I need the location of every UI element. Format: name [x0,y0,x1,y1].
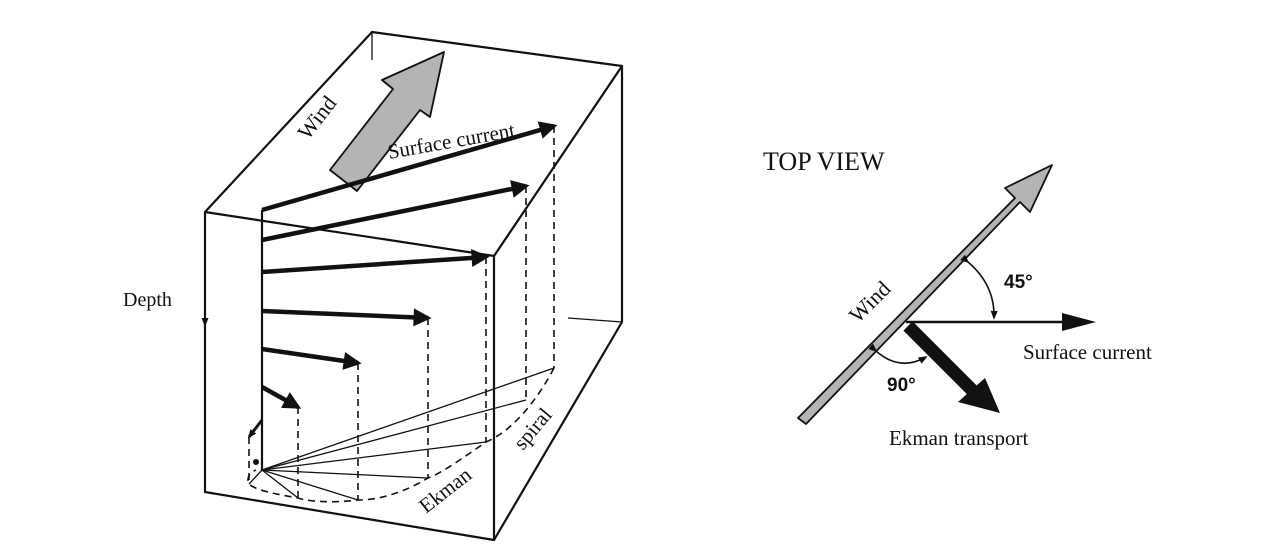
ocean-block [203,30,624,542]
vector-surface [261,121,558,213]
angle-arc-90 [868,343,928,364]
top-surface-current-label: Surface current [1023,340,1152,364]
block-left-face [203,212,496,542]
angle-45-label: 45° [1004,272,1033,293]
top-wind-arrow [797,164,1053,425]
angle-90-label: 90° [887,375,916,396]
top-view-title: TOP VIEW [763,147,885,176]
block-wind-arrow [329,51,445,192]
block-wind-label: Wind [292,91,341,144]
current-vectors [247,121,558,439]
vector-depth-6 [247,419,264,439]
top-wind-label: Wind [844,276,896,328]
vector-depth-2 [261,248,490,275]
angle-arc-45 [960,254,998,320]
depth-label: Depth [123,289,172,311]
block-back-edges [371,32,623,323]
spiral-label-ekman: Ekman [414,462,476,518]
vector-depth-4 [261,346,362,370]
vector-depth-5 [260,385,302,409]
vector-depth-1 [261,180,530,243]
ekman-spiral-curve [247,367,555,503]
vector-depth-3 [261,308,432,327]
projection-lines [248,367,555,501]
ekman-transport-label: Ekman transport [889,426,1029,450]
top-ekman-transport-arrow [903,321,980,398]
